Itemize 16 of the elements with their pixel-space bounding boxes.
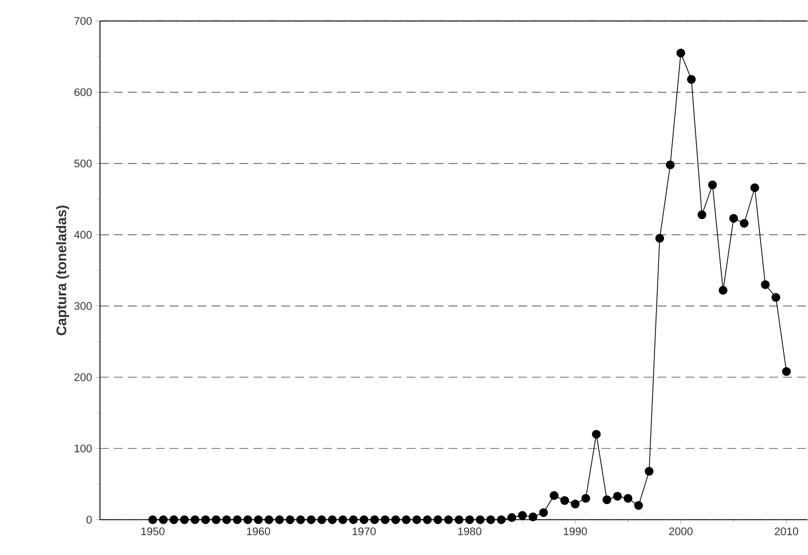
y-tick-label: 500 (74, 160, 92, 168)
x-tick-label: 1980 (458, 528, 482, 536)
y-tick-label: 700 (74, 17, 92, 26)
y-tick-label: 100 (74, 444, 92, 452)
y-tick-label: 600 (74, 88, 92, 96)
y-tick-label: 300 (74, 302, 92, 310)
y-axis-title: Captura (toneladas) (56, 206, 70, 336)
y-tick-label: 200 (74, 374, 92, 382)
y-tick-label: 0 (86, 516, 92, 524)
x-tick-label: 2010 (774, 528, 798, 536)
x-tick-label: 1950 (141, 528, 164, 536)
x-tick-label: 1990 (564, 528, 587, 536)
x-tick-label: 1960 (247, 528, 270, 536)
y-tick-label: 400 (74, 231, 92, 239)
x-tick-label: 1970 (352, 528, 376, 536)
x-tick-label: 2000 (669, 528, 693, 536)
